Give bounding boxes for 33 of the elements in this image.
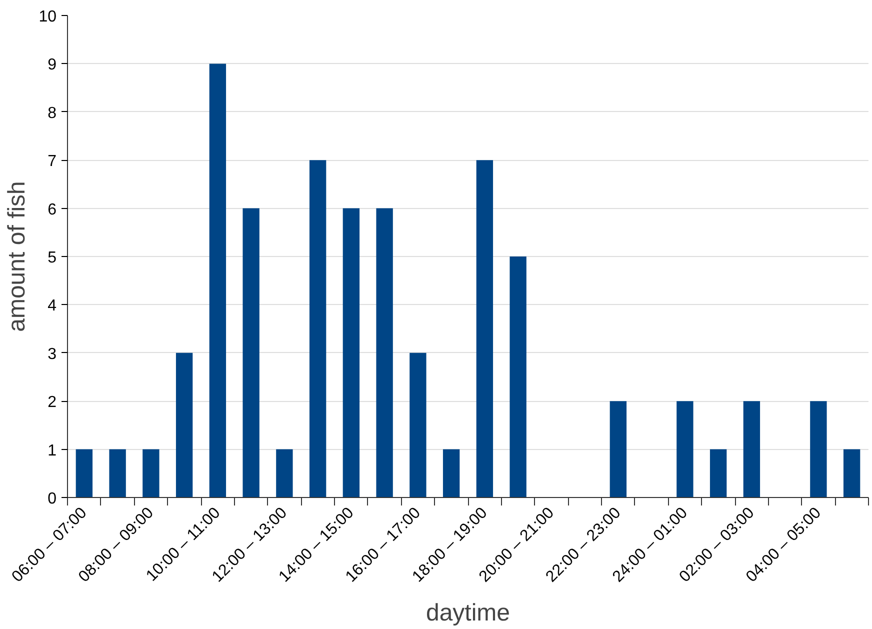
bar xyxy=(242,208,260,498)
bar xyxy=(810,401,827,498)
y-tick-label: 7 xyxy=(48,153,57,170)
bar xyxy=(476,160,494,498)
bar xyxy=(142,449,160,498)
bar xyxy=(176,352,193,498)
bar xyxy=(442,449,460,498)
bar xyxy=(76,449,93,498)
bar xyxy=(376,208,393,498)
bar xyxy=(109,449,126,498)
y-tick-label: 10 xyxy=(38,8,57,26)
bar xyxy=(743,401,760,498)
y-tick-label: 0 xyxy=(48,490,57,508)
bar xyxy=(410,352,426,498)
bar xyxy=(342,208,360,498)
y-tick-label: 4 xyxy=(48,298,57,315)
x-axis-title: daytime xyxy=(426,600,510,627)
y-axis-title: amount of fish xyxy=(4,181,31,332)
y-tick-label: 9 xyxy=(48,56,57,74)
y-tick-label: 3 xyxy=(48,346,57,363)
bar xyxy=(710,449,727,498)
y-tick-label: 1 xyxy=(48,442,57,460)
y-tick-label: 5 xyxy=(48,250,57,266)
bar xyxy=(276,449,293,498)
bar xyxy=(610,401,627,498)
y-tick-label: 8 xyxy=(48,104,57,122)
bar xyxy=(209,64,226,498)
y-tick-label: 6 xyxy=(48,201,57,218)
bar xyxy=(309,160,326,498)
bar xyxy=(676,401,694,498)
y-tick-label: 2 xyxy=(48,394,57,412)
bar xyxy=(843,449,860,498)
bar xyxy=(510,256,526,498)
